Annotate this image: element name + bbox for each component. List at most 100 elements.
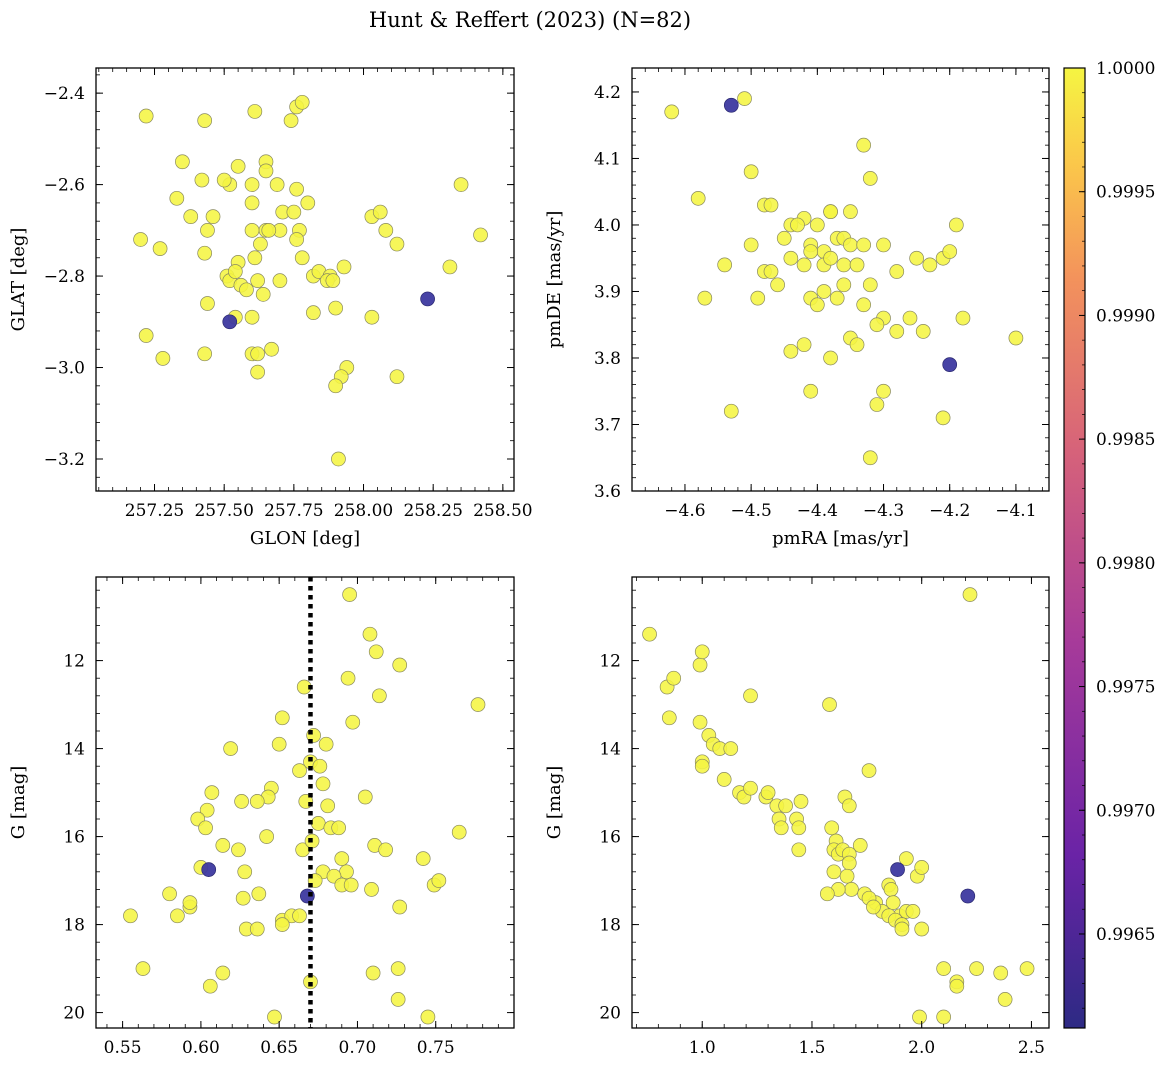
point-member xyxy=(796,337,812,353)
y-axis-label: G [mag] xyxy=(544,766,565,839)
point-member xyxy=(215,838,231,853)
point-member xyxy=(760,785,776,800)
point-member xyxy=(935,410,951,426)
point-member xyxy=(235,890,251,906)
point-member xyxy=(286,204,302,220)
point-member xyxy=(372,688,387,704)
panel-plx: 0.55 0.60 0.65 0.70 0.75 12 14 16 18 20 Plx [mas] G… xyxy=(8,576,515,1067)
y-tick-label: 4.0 xyxy=(594,216,621,236)
x-tick-label: 0.65 xyxy=(260,1038,298,1058)
colorbar-tick-label: 0.9985 xyxy=(1096,430,1155,450)
point-member xyxy=(390,961,406,976)
point-member xyxy=(292,763,307,778)
point-member xyxy=(942,244,958,259)
point-member xyxy=(861,763,877,778)
point-member xyxy=(197,113,213,128)
y-tick-label: 18 xyxy=(63,916,85,936)
point-member xyxy=(289,232,304,247)
point-member xyxy=(776,230,792,246)
point-member xyxy=(194,172,210,188)
colorbar-tick-label: 0.9965 xyxy=(1096,925,1155,945)
point-low-prob xyxy=(201,862,217,877)
point-member xyxy=(259,829,274,844)
point-member xyxy=(869,397,885,412)
x-tick-label: 1.0 xyxy=(689,1038,716,1058)
point-member xyxy=(325,273,341,288)
point-member xyxy=(247,104,263,119)
point-member xyxy=(822,697,837,712)
point-member xyxy=(312,758,328,774)
point-member xyxy=(1008,330,1024,346)
scatter-points xyxy=(642,587,1035,1025)
point-member xyxy=(723,741,739,756)
y-axis-label: pmDE [mas/yr] xyxy=(544,211,565,349)
point-member xyxy=(274,917,290,932)
point-member xyxy=(205,209,221,224)
point-member xyxy=(876,383,891,399)
point-member xyxy=(389,369,405,385)
point-member xyxy=(824,820,840,836)
point-member xyxy=(473,227,488,243)
axes-frame xyxy=(631,576,1050,1029)
point-member xyxy=(856,297,872,313)
point-member xyxy=(138,108,154,124)
y-tick-label: 16 xyxy=(599,828,621,848)
x-tick-label: −4.2 xyxy=(929,501,970,521)
colorbar-gradient xyxy=(1063,67,1086,1029)
point-member xyxy=(949,978,965,994)
point-member xyxy=(368,644,384,660)
colorbar: 1.0000 0.9995 0.9990 0.9985 0.9980 0.9975 0.99… xyxy=(1063,59,1155,1029)
point-member xyxy=(666,670,682,686)
scatter-points xyxy=(133,94,488,467)
point-member xyxy=(1019,961,1035,976)
point-member xyxy=(197,346,213,362)
point-member xyxy=(204,785,220,800)
point-member xyxy=(743,688,758,704)
point-member xyxy=(244,177,260,192)
point-member xyxy=(249,921,265,937)
point-member xyxy=(272,273,288,288)
point-member xyxy=(796,257,812,273)
point-member xyxy=(453,177,469,192)
point-member xyxy=(283,113,299,128)
point-member xyxy=(889,264,905,279)
point-member xyxy=(198,820,213,836)
point-member xyxy=(269,177,285,192)
point-member xyxy=(841,798,857,814)
point-member xyxy=(793,794,809,809)
point-member xyxy=(470,697,486,712)
point-member xyxy=(915,324,931,339)
point-member xyxy=(328,378,344,394)
point-member xyxy=(883,882,899,897)
point-member xyxy=(809,297,825,313)
point-member xyxy=(862,450,878,466)
point-member xyxy=(261,222,277,238)
point-member xyxy=(750,290,766,306)
point-member xyxy=(339,864,354,880)
y-tick-label: 20 xyxy=(63,1004,85,1024)
point-member xyxy=(155,351,171,366)
point-member xyxy=(331,820,347,836)
point-member xyxy=(244,222,260,238)
point-member xyxy=(244,309,260,325)
point-member xyxy=(862,277,878,293)
y-tick-label: −2.4 xyxy=(44,84,85,104)
point-member xyxy=(743,780,758,796)
x-tick-label: 2.0 xyxy=(908,1038,935,1058)
point-member xyxy=(823,204,838,220)
colorbar-tick-label: 1.0000 xyxy=(1096,59,1155,79)
point-member xyxy=(300,195,316,211)
point-member xyxy=(690,191,706,206)
point-member xyxy=(343,877,359,893)
point-member xyxy=(451,824,467,840)
point-member xyxy=(253,236,268,252)
x-tick-label: 258.25 xyxy=(403,501,462,521)
point-member xyxy=(743,237,759,253)
y-tick-label: 16 xyxy=(63,828,85,848)
point-low-prob xyxy=(960,888,976,904)
point-member xyxy=(392,657,408,673)
point-member xyxy=(215,965,231,981)
point-member xyxy=(378,842,393,858)
point-member xyxy=(244,195,260,211)
